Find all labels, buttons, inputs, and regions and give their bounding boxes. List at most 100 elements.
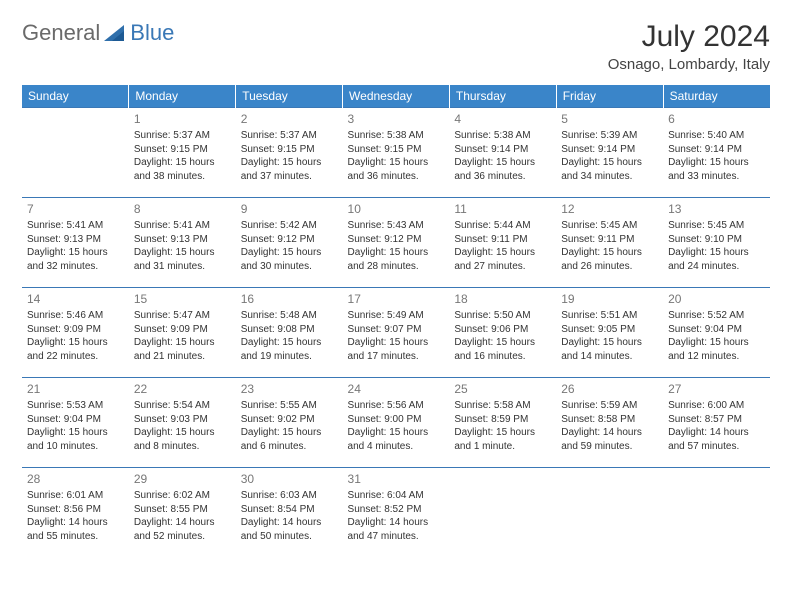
- day-number: 12: [561, 201, 658, 217]
- sunset-text: Sunset: 9:12 PM: [348, 233, 445, 247]
- daylight-text: and 19 minutes.: [241, 350, 338, 364]
- calendar-day-cell: 19Sunrise: 5:51 AMSunset: 9:05 PMDayligh…: [556, 288, 663, 378]
- sunset-text: Sunset: 9:00 PM: [348, 413, 445, 427]
- daylight-text: and 8 minutes.: [134, 440, 231, 454]
- daylight-text: Daylight: 15 hours: [134, 336, 231, 350]
- calendar-day-cell: 16Sunrise: 5:48 AMSunset: 9:08 PMDayligh…: [236, 288, 343, 378]
- sunset-text: Sunset: 9:12 PM: [241, 233, 338, 247]
- calendar-day-cell: 23Sunrise: 5:55 AMSunset: 9:02 PMDayligh…: [236, 378, 343, 468]
- sunset-text: Sunset: 8:56 PM: [27, 503, 124, 517]
- sunset-text: Sunset: 9:02 PM: [241, 413, 338, 427]
- day-number: 31: [348, 471, 445, 487]
- sunset-text: Sunset: 9:14 PM: [668, 143, 765, 157]
- sunset-text: Sunset: 8:52 PM: [348, 503, 445, 517]
- daylight-text: and 57 minutes.: [668, 440, 765, 454]
- calendar-day-cell: 17 Sunrise: 5:49 AMSunset: 9:07 PMDayligh…: [343, 288, 450, 378]
- sunrise-text: Sunrise: 5:51 AM: [561, 309, 658, 323]
- sunset-text: Sunset: 8:59 PM: [454, 413, 551, 427]
- sunrise-text: Sunrise: 5:49 AM: [348, 309, 445, 323]
- calendar-day-cell: [449, 468, 556, 558]
- sunrise-text: Sunrise: 5:47 AM: [134, 309, 231, 323]
- day-number: 4: [454, 111, 551, 127]
- day-number: 17: [348, 291, 445, 307]
- sunset-text: Sunset: 9:15 PM: [134, 143, 231, 157]
- sunrise-text: Sunrise: 5:50 AM: [454, 309, 551, 323]
- calendar-day-cell: 21Sunrise: 5:53 AMSunset: 9:04 PMDayligh…: [22, 378, 129, 468]
- day-header: Wednesday: [343, 85, 450, 108]
- calendar-day-cell: 10Sunrise: 5:43 AMSunset: 9:12 PMDayligh…: [343, 198, 450, 288]
- sunrise-text: Sunrise: 6:01 AM: [27, 489, 124, 503]
- daylight-text: and 38 minutes.: [134, 170, 231, 184]
- day-number: 25: [454, 381, 551, 397]
- sunset-text: Sunset: 8:58 PM: [561, 413, 658, 427]
- sunset-text: Sunset: 9:11 PM: [561, 233, 658, 247]
- daylight-text: Daylight: 15 hours: [561, 156, 658, 170]
- calendar-day-cell: 3Sunrise: 5:38 AMSunset: 9:15 PMDaylight…: [343, 108, 450, 198]
- sunset-text: Sunset: 9:09 PM: [27, 323, 124, 337]
- calendar-week-row: 7Sunrise: 5:41 AMSunset: 9:13 PMDaylight…: [22, 198, 770, 288]
- daylight-text: Daylight: 15 hours: [348, 336, 445, 350]
- daylight-text: and 28 minutes.: [348, 260, 445, 274]
- calendar-table: Sunday Monday Tuesday Wednesday Thursday…: [22, 85, 770, 558]
- day-number: 8: [134, 201, 231, 217]
- sunset-text: Sunset: 9:07 PM: [348, 323, 445, 337]
- sunrise-text: Sunrise: 6:04 AM: [348, 489, 445, 503]
- sunset-text: Sunset: 8:55 PM: [134, 503, 231, 517]
- sunrise-text: Sunrise: 5:48 AM: [241, 309, 338, 323]
- sunset-text: Sunset: 9:10 PM: [668, 233, 765, 247]
- daylight-text: and 6 minutes.: [241, 440, 338, 454]
- day-number: 29: [134, 471, 231, 487]
- daylight-text: Daylight: 15 hours: [454, 426, 551, 440]
- sunrise-text: Sunrise: 6:00 AM: [668, 399, 765, 413]
- daylight-text: and 36 minutes.: [348, 170, 445, 184]
- calendar-week-row: 1Sunrise: 5:37 AMSunset: 9:15 PMDaylight…: [22, 108, 770, 198]
- day-number: 10: [348, 201, 445, 217]
- daylight-text: and 59 minutes.: [561, 440, 658, 454]
- calendar-day-cell: 31Sunrise: 6:04 AMSunset: 8:52 PMDayligh…: [343, 468, 450, 558]
- sunrise-text: Sunrise: 5:38 AM: [454, 129, 551, 143]
- sunrise-text: Sunrise: 5:46 AM: [27, 309, 124, 323]
- sunrise-text: Sunrise: 5:39 AM: [561, 129, 658, 143]
- sunrise-text: Sunrise: 5:58 AM: [454, 399, 551, 413]
- daylight-text: and 26 minutes.: [561, 260, 658, 274]
- day-number: 27: [668, 381, 765, 397]
- calendar-day-cell: 30Sunrise: 6:03 AMSunset: 8:54 PMDayligh…: [236, 468, 343, 558]
- sunset-text: Sunset: 9:09 PM: [134, 323, 231, 337]
- day-number: 21: [27, 381, 124, 397]
- daylight-text: Daylight: 15 hours: [348, 246, 445, 260]
- sunrise-text: Sunrise: 5:59 AM: [561, 399, 658, 413]
- daylight-text: Daylight: 15 hours: [668, 246, 765, 260]
- daylight-text: and 12 minutes.: [668, 350, 765, 364]
- daylight-text: and 32 minutes.: [27, 260, 124, 274]
- sunrise-text: Sunrise: 5:45 AM: [561, 219, 658, 233]
- daylight-text: Daylight: 15 hours: [241, 156, 338, 170]
- calendar-day-cell: 28Sunrise: 6:01 AMSunset: 8:56 PMDayligh…: [22, 468, 129, 558]
- daylight-text: Daylight: 15 hours: [27, 426, 124, 440]
- daylight-text: Daylight: 15 hours: [134, 426, 231, 440]
- day-number: 13: [668, 201, 765, 217]
- sunrise-text: Sunrise: 5:41 AM: [27, 219, 124, 233]
- daylight-text: and 52 minutes.: [134, 530, 231, 544]
- day-number: 24: [348, 381, 445, 397]
- daylight-text: Daylight: 14 hours: [561, 426, 658, 440]
- daylight-text: and 4 minutes.: [348, 440, 445, 454]
- sunrise-text: Sunrise: 6:03 AM: [241, 489, 338, 503]
- daylight-text: Daylight: 15 hours: [241, 246, 338, 260]
- brand-text-general: General: [22, 20, 100, 46]
- sunset-text: Sunset: 9:03 PM: [134, 413, 231, 427]
- day-header: Thursday: [449, 85, 556, 108]
- sunrise-text: Sunrise: 6:02 AM: [134, 489, 231, 503]
- sunrise-text: Sunrise: 5:54 AM: [134, 399, 231, 413]
- daylight-text: Daylight: 15 hours: [561, 246, 658, 260]
- sunset-text: Sunset: 9:15 PM: [348, 143, 445, 157]
- day-header: Saturday: [663, 85, 770, 108]
- daylight-text: Daylight: 15 hours: [454, 336, 551, 350]
- month-title: July 2024: [608, 20, 770, 54]
- sunset-text: Sunset: 8:54 PM: [241, 503, 338, 517]
- daylight-text: Daylight: 15 hours: [241, 426, 338, 440]
- calendar-day-cell: 6Sunrise: 5:40 AMSunset: 9:14 PMDaylight…: [663, 108, 770, 198]
- calendar-day-cell: 13Sunrise: 5:45 AMSunset: 9:10 PMDayligh…: [663, 198, 770, 288]
- calendar-day-cell: 11Sunrise: 5:44 AMSunset: 9:11 PMDayligh…: [449, 198, 556, 288]
- daylight-text: Daylight: 15 hours: [348, 426, 445, 440]
- daylight-text: and 47 minutes.: [348, 530, 445, 544]
